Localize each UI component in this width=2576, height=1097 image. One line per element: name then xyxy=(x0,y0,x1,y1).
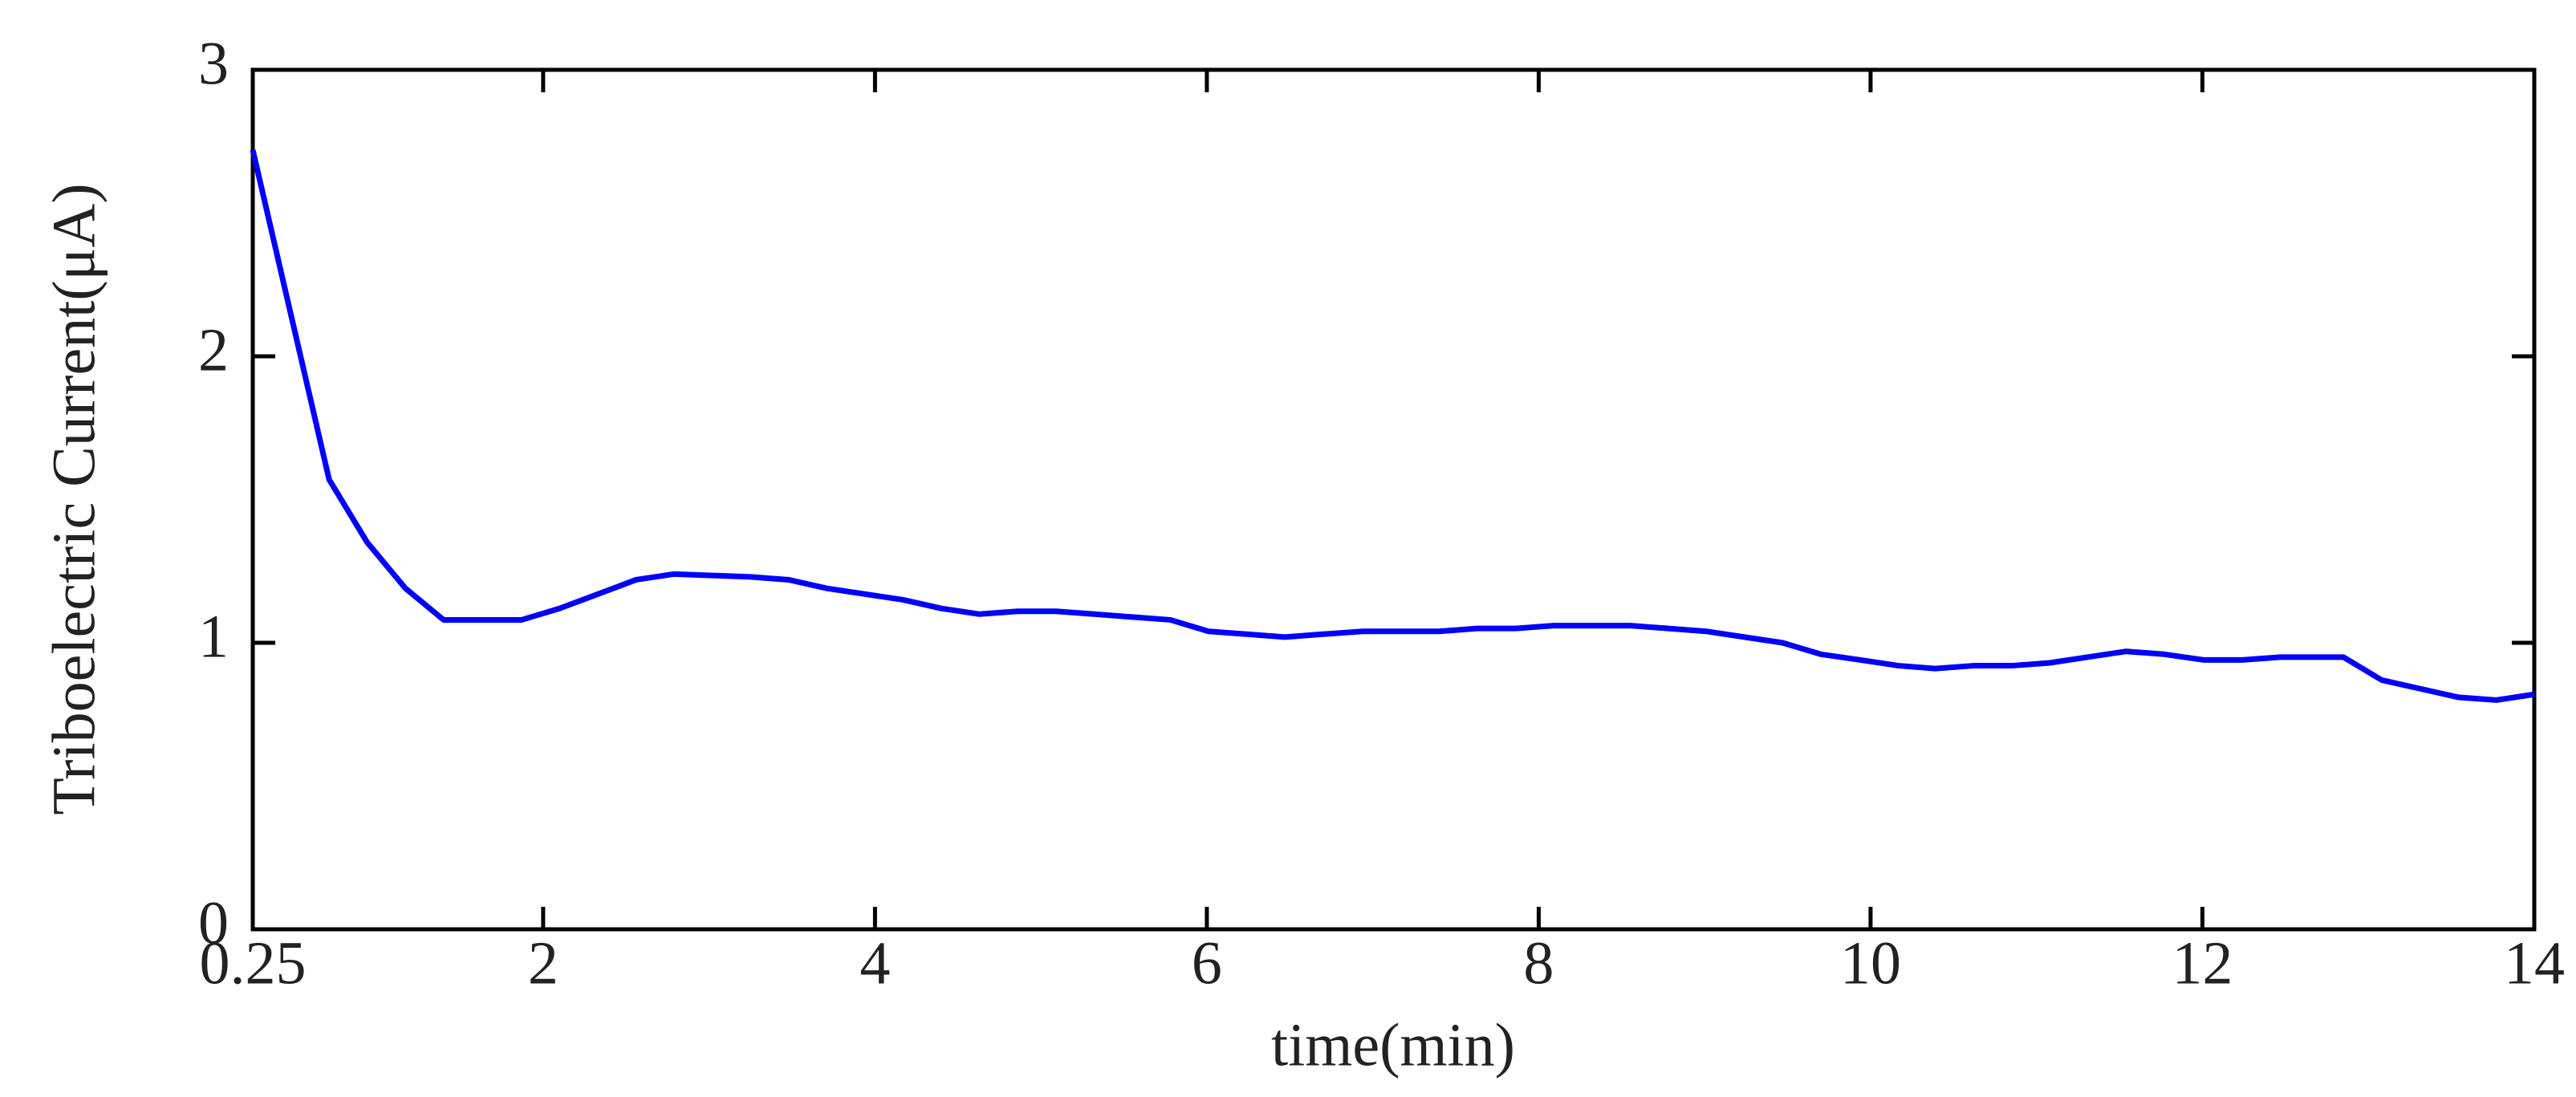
x-tick-label: 8 xyxy=(1523,929,1554,997)
x-tick-label: 12 xyxy=(2172,929,2233,997)
x-tick-label: 0.25 xyxy=(200,929,307,997)
data-line xyxy=(250,149,2535,703)
x-tick-label: 10 xyxy=(1840,929,1901,997)
x-tick-label: 4 xyxy=(859,929,890,997)
x-tick-label: 2 xyxy=(528,929,559,997)
y-tick-label: 0 xyxy=(198,889,229,957)
plot-frame xyxy=(250,67,2537,932)
y-axis-label: Triboelectric Current(μA) xyxy=(40,183,108,815)
y-tick-label: 1 xyxy=(198,603,229,670)
x-tick-label: 6 xyxy=(1192,929,1222,997)
x-axis-label: time(min) xyxy=(1271,1011,1515,1079)
x-tick-label: 14 xyxy=(2504,929,2565,997)
y-tick-label: 2 xyxy=(198,316,229,384)
y-tick-label: 3 xyxy=(198,30,229,97)
